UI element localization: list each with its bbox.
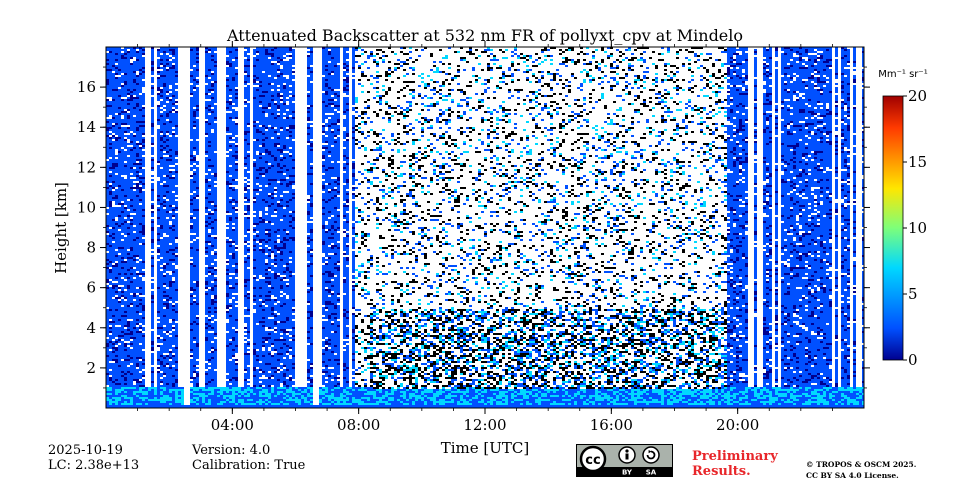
x-tick-label: 12:00 xyxy=(463,416,506,434)
heatmap-layer xyxy=(106,47,865,409)
y-tick-label: 16 xyxy=(77,78,96,96)
y-tick-label: 4 xyxy=(86,319,96,337)
sa-icon xyxy=(643,447,659,463)
colorbar-tick-label: 5 xyxy=(908,285,918,303)
info-date-lc: 2025-10-19 LC: 2.38e+13 xyxy=(48,443,139,473)
calibration-text: Calibration: True xyxy=(192,458,305,473)
colorbar-tick-label: 20 xyxy=(908,87,927,105)
cc-license-badge: cc BY SA xyxy=(576,444,673,477)
copyright-notice: © TROPOS & OSCM 2025. CC BY SA 4.0 Licen… xyxy=(806,459,916,481)
y-axis-label: Height [km] xyxy=(52,182,70,274)
colorbar-tick-label: 10 xyxy=(908,219,927,237)
copyright-line2: CC BY SA 4.0 License. xyxy=(806,470,916,481)
copyright-line1: © TROPOS & OSCM 2025. xyxy=(806,459,916,470)
y-tick-label: 6 xyxy=(86,279,96,297)
colorbar-axis: 0 5 10 15 20 xyxy=(903,87,927,369)
x-tick-label: 04:00 xyxy=(211,416,254,434)
y-tick-label: 8 xyxy=(86,239,96,257)
x-tick-label: 16:00 xyxy=(590,416,633,434)
preliminary-line2: Results. xyxy=(692,464,778,479)
preliminary-line1: Preliminary xyxy=(692,449,778,464)
x-axis-label: Time [UTC] xyxy=(441,439,530,457)
y-tick-label: 10 xyxy=(77,198,96,216)
version-text: Version: 4.0 xyxy=(192,443,305,458)
colorbar xyxy=(883,96,903,360)
preliminary-notice: Preliminary Results. xyxy=(692,449,778,479)
lc-text: LC: 2.38e+13 xyxy=(48,458,139,473)
colorbar-tick-label: 0 xyxy=(908,351,918,369)
info-version: Version: 4.0 Calibration: True xyxy=(192,443,305,473)
colorbar-label: Mm⁻¹ sr⁻¹ xyxy=(878,69,927,80)
y-tick-label: 14 xyxy=(77,118,96,136)
y-tick-label: 2 xyxy=(86,359,96,377)
x-tick-label: 20:00 xyxy=(716,416,759,434)
y-tick-label: 12 xyxy=(77,158,96,176)
colorbar-tick-label: 15 xyxy=(908,153,927,171)
date-text: 2025-10-19 xyxy=(48,443,139,458)
x-tick-label: 08:00 xyxy=(337,416,380,434)
